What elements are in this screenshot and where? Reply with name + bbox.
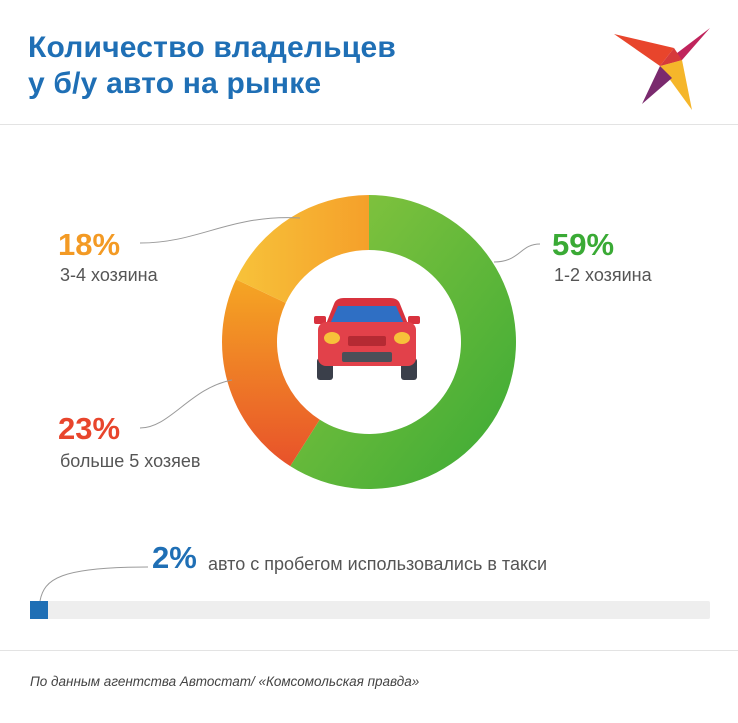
donut-slice-2 bbox=[235, 195, 369, 303]
slice-label-value-0: 59% bbox=[552, 227, 615, 262]
bar-label: авто с пробегом использовались в такси bbox=[208, 554, 548, 574]
bar-track bbox=[30, 601, 710, 619]
leader-line-0 bbox=[139, 217, 301, 244]
header-divider bbox=[0, 124, 738, 125]
bar-fill bbox=[30, 601, 48, 619]
donut-slice-0 bbox=[290, 195, 516, 489]
bar-value: 2% bbox=[152, 540, 197, 575]
slice-label-value-2: 18% bbox=[58, 227, 121, 262]
slice-label-category-1: больше 5 хозяев bbox=[60, 451, 201, 471]
car-icon bbox=[314, 298, 420, 380]
donut-slice-1 bbox=[222, 279, 320, 467]
slice-label-value-1: 23% bbox=[58, 411, 121, 446]
page-title: Количество владельцев у б/у авто на рынк… bbox=[28, 30, 396, 102]
leader-line-1 bbox=[493, 243, 541, 263]
swallow-logo-icon bbox=[614, 28, 710, 110]
leader-line-2 bbox=[139, 379, 233, 429]
title-line-1: Количество владельцев bbox=[28, 31, 396, 64]
donut-chart bbox=[139, 195, 541, 489]
footer-divider bbox=[0, 650, 738, 651]
bar-leader-line bbox=[39, 566, 149, 602]
slice-label-category-2: 3-4 хозяина bbox=[60, 265, 158, 285]
title-line-2: у б/у авто на рынке bbox=[28, 67, 322, 100]
source-note: По данным агентства Автостат/ «Комсомоль… bbox=[30, 674, 420, 689]
taxi-bar: 2% авто с пробегом использовались в такс… bbox=[30, 535, 710, 625]
slice-label-category-0: 1-2 хозяина bbox=[554, 265, 652, 285]
